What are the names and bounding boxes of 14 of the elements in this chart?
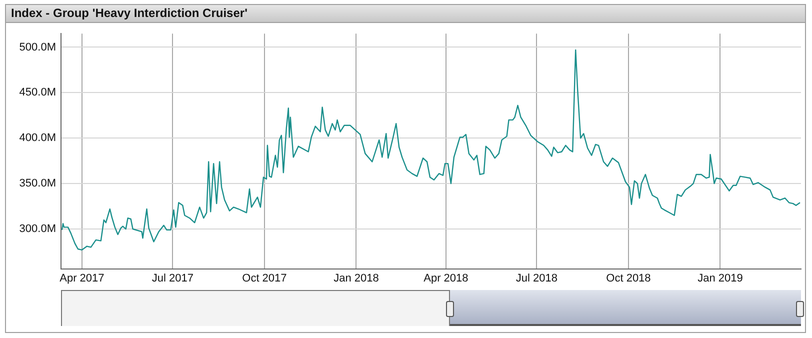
y-tick-label: 300.0M	[19, 223, 56, 236]
y-tick-label: 400.0M	[19, 132, 56, 144]
y-tick-label: 350.0M	[19, 178, 56, 190]
x-tick-label: Jan 2019	[698, 272, 743, 285]
y-tick-label: 500.0M	[19, 41, 56, 54]
x-tick-label: Apr 2018	[424, 272, 468, 285]
chart-title: Index - Group 'Heavy Interdiction Cruiser'	[5, 4, 806, 23]
x-tick-label: Oct 2018	[606, 272, 651, 285]
x-tick-label: Oct 2017	[242, 272, 287, 285]
x-tick-label: Apr 2017	[60, 272, 104, 285]
x-tick-label: Jul 2017	[152, 272, 194, 285]
y-tick-label: 450.0M	[19, 86, 56, 99]
x-tick-label: Jul 2018	[516, 272, 558, 285]
x-tick-label: Jan 2018	[334, 272, 379, 285]
